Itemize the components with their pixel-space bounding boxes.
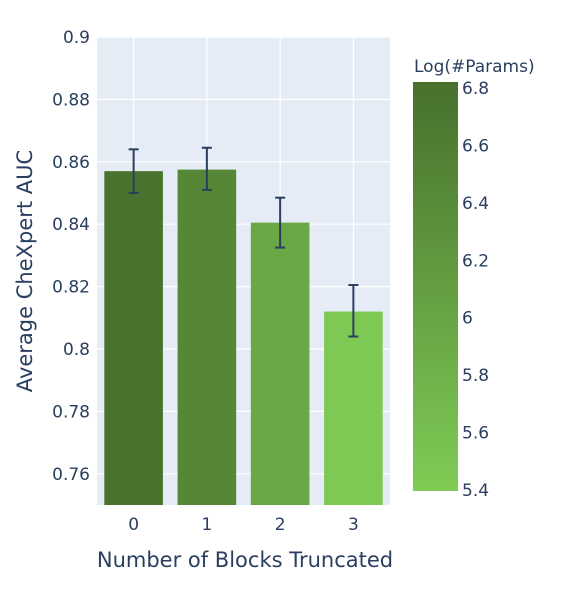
error-bar-0 xyxy=(128,148,139,194)
colorbar-tick-label: 5.4 xyxy=(462,481,489,501)
error-bar-2 xyxy=(275,196,286,249)
colorbar-tick-label: 5.6 xyxy=(462,424,489,444)
bars xyxy=(104,169,383,505)
colorbar-title: Log(#Params) xyxy=(414,57,535,77)
error-bars xyxy=(128,146,359,338)
y-tick-label: 0.78 xyxy=(52,402,90,422)
bar-1 xyxy=(177,169,237,505)
y-tick-label: 0.88 xyxy=(52,90,90,110)
x-tick-label: 1 xyxy=(201,515,212,535)
colorbar-tick-label: 6 xyxy=(462,309,473,329)
y-axis-ticks: 0.9 0.88 0.86 0.84 0.82 0.8 0.78 0.76 xyxy=(52,28,90,485)
y-tick-label: 0.82 xyxy=(52,278,90,298)
x-tick-label: 0 xyxy=(128,515,139,535)
y-tick-label: 0.86 xyxy=(52,153,90,173)
colorbar-tick-label: 6.2 xyxy=(462,251,489,271)
y-tick-label: 0.8 xyxy=(63,340,90,360)
x-axis-label: Number of Blocks Truncated xyxy=(97,548,393,572)
y-tick-label: 0.84 xyxy=(52,215,90,235)
colorbar-tick-label: 5.8 xyxy=(462,366,489,386)
bar-3 xyxy=(324,311,383,505)
y-axis-label: Average CheXpert AUC xyxy=(13,150,37,392)
x-axis-ticks: 0 1 2 3 xyxy=(128,515,359,535)
error-bar-1 xyxy=(201,146,212,191)
x-tick-label: 2 xyxy=(275,515,286,535)
bar-2 xyxy=(250,222,310,505)
colorbar-ticks: 6.8 6.6 6.4 6.2 6 5.8 5.6 5.4 xyxy=(462,79,489,501)
y-tick-label: 0.76 xyxy=(52,465,90,485)
colorbar-tick-label: 6.4 xyxy=(462,194,489,214)
colorbar xyxy=(413,82,458,491)
x-tick-label: 3 xyxy=(348,515,359,535)
colorbar-tick-label: 6.8 xyxy=(462,79,489,99)
y-tick-label: 0.9 xyxy=(63,28,90,48)
colorbar-tick-label: 6.6 xyxy=(462,136,489,156)
error-bar-3 xyxy=(348,284,359,338)
bar-0 xyxy=(104,171,163,505)
